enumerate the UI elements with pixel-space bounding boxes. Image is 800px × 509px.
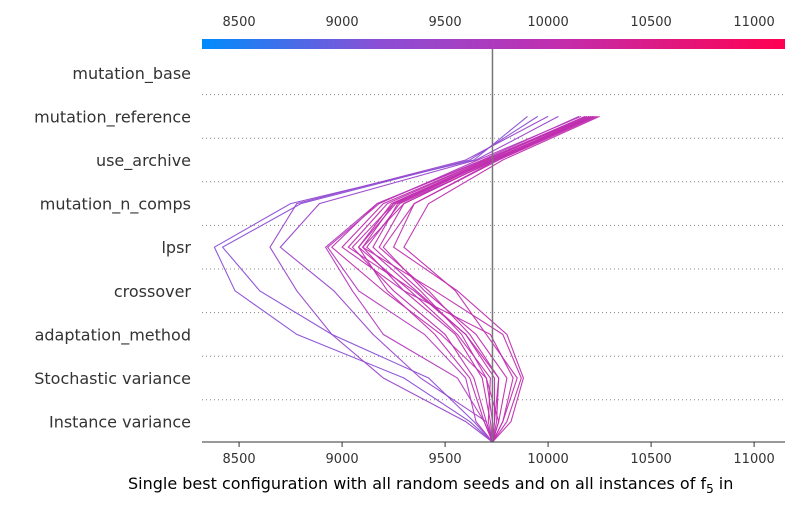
series-line — [351, 115, 592, 443]
series-line — [269, 115, 549, 443]
bottom-tick-label: 9000 — [326, 452, 359, 467]
top-tick-label: 10500 — [630, 15, 671, 30]
series-line — [403, 115, 600, 443]
top-tick-label: 8500 — [223, 15, 256, 30]
bottom-tick-label: 10500 — [630, 452, 671, 467]
feature-label: mutation_reference — [34, 107, 191, 127]
feature-label: use_archive — [96, 151, 191, 171]
bottom-tick-label: 10000 — [527, 452, 568, 467]
series-line — [357, 115, 592, 443]
series-line — [279, 115, 559, 443]
x-axis-label-main: Single best configuration with all rando… — [128, 474, 706, 493]
bottom-tick-label: 8500 — [223, 452, 256, 467]
feature-label: crossover — [114, 282, 192, 301]
series-line — [347, 115, 588, 443]
top-tick-label: 9500 — [429, 15, 462, 30]
bottom-tick-label: 9500 — [429, 452, 462, 467]
feature-label: Stochastic variance — [34, 369, 191, 388]
series-line — [357, 115, 586, 443]
series-line — [392, 115, 596, 443]
x-axis-label-tail: in — [714, 474, 734, 493]
top-tick-label: 11000 — [733, 15, 774, 30]
top-tick-label: 9000 — [326, 15, 359, 30]
series-line — [326, 115, 582, 443]
bottom-tick-label: 11000 — [733, 452, 774, 467]
series-line — [221, 115, 539, 443]
feature-label: mutation_n_comps — [40, 195, 191, 215]
series-line — [382, 115, 598, 443]
feature-label: Instance variance — [49, 413, 191, 432]
x-axis-label-subscript: 5 — [706, 482, 714, 496]
top-tick-label: 10000 — [527, 15, 568, 30]
colorbar — [202, 39, 785, 49]
series-line — [366, 115, 594, 443]
feature-label: lpsr — [161, 238, 191, 257]
x-axis-label: Single best configuration with all rando… — [128, 474, 733, 496]
feature-label: adaptation_method — [35, 325, 191, 345]
feature-label: mutation_base — [72, 64, 191, 84]
